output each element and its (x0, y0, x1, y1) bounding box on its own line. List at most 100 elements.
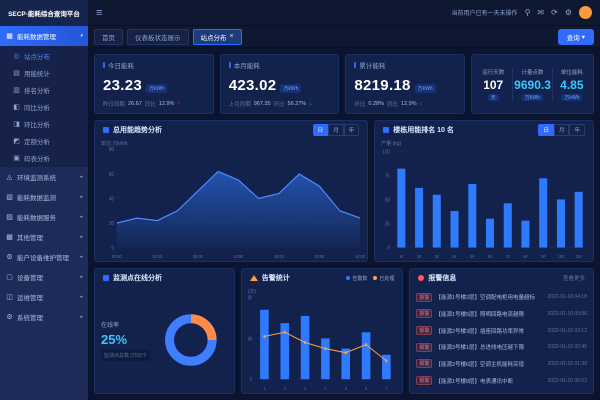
svg-text:80: 80 (109, 147, 114, 153)
online-chart-card: 监测点在线分析 在线率 25% 监测点总数 (753)个 (94, 268, 235, 394)
sidebar-item[interactable]: ▨ 能耗数据服务 ▸ (0, 207, 88, 227)
svg-text:08:00: 08:00 (193, 254, 203, 259)
chevron-icon: ▸ (80, 274, 83, 280)
menu-item-icon: ▨ (6, 214, 13, 221)
svg-text:24:00: 24:00 (355, 254, 365, 259)
alarm-text: 【能源1号楼2层】空调配电柜用电量超标 (435, 295, 536, 302)
svg-text:3#: 3# (435, 254, 440, 259)
refresh-icon[interactable]: ⟳ (551, 8, 558, 17)
foot-key: 昨日同期 (103, 102, 126, 108)
svg-text:50: 50 (385, 197, 390, 203)
unit-badge: 万kWh (561, 93, 583, 101)
sidebar-subitem[interactable]: ▣ 码表分析 (0, 149, 88, 166)
sidebar-subitem[interactable]: ◎ 站点分布 (0, 47, 88, 64)
alarm-row[interactable]: 报警 【能源2号楼3层】插座回路功率异常 2022-01-10 03:12 (416, 326, 587, 336)
chart-icon (103, 127, 109, 133)
stat-card-total: 累计能耗 8219.18 万kWh 环比 0.28% 同比 12.9% ↑ (345, 54, 466, 114)
menu-item-label: 能耗数据监测 (17, 195, 56, 202)
chevron-icon: ▸ (80, 294, 83, 300)
chart-title: 总用能趋势分析 (113, 127, 162, 134)
trend-up-icon: ↑ (419, 101, 423, 107)
query-button-label: 查询 (566, 34, 580, 42)
settings-icon[interactable]: ⚙ (564, 8, 572, 17)
title-mark (354, 62, 357, 68)
svg-text:7#: 7# (506, 254, 511, 259)
card-title: 报警信息 (428, 275, 457, 282)
dashboard-content: 今日能耗 23.23 万kWh 昨日同期 26.67 同比 12.9% ↑ 本月能… (88, 48, 600, 400)
period-toggle: 日 月 年 (538, 124, 585, 136)
alarm-list: 报警 【能源1号楼2层】空调配电柜用电量超标 2022-01-10 04:18 报警【… (410, 287, 593, 393)
alarm-row[interactable]: 报警 【能源1号楼5层】照明回路电流越限 2022-01-10 03:56 (416, 309, 587, 319)
period-toggle: 日 月 年 (312, 124, 360, 136)
menu-item-icon: ◩ (13, 137, 20, 145)
alarm-row[interactable]: 报警 【能源2号楼6层】空调主机能耗突增 2022-01-10 01:30 (416, 359, 587, 369)
menu-item-icon: ◬ (6, 174, 13, 181)
summary-run-days: 运行天数 107 天 (482, 69, 505, 101)
unit-badge: 万kWh (414, 83, 436, 93)
menu-item-label: 码表分析 (24, 155, 50, 163)
main-area: 首页 仪表板状态展示 站点分布 × 查询 ▾ 今日能耗 23.23 万kWh 昨日同期 2… (88, 26, 600, 400)
menu-item-label: 能耗数据服务 (17, 215, 56, 222)
toggle-year[interactable]: 年 (569, 124, 585, 136)
message-icon[interactable]: ✉ (537, 8, 545, 17)
menu-toggle-icon[interactable]: ≡ (96, 6, 103, 19)
tab-item[interactable]: 站点分布 × (192, 28, 242, 45)
alarm-row[interactable]: 报警 【能源1号楼2层】空调配电柜用电量超标 2022-01-10 04:18 (416, 292, 587, 302)
foot-value: 12.9% (158, 101, 175, 107)
sidebar-item[interactable]: ▢ 设备管理 ▸ (0, 267, 88, 287)
sidebar-item[interactable]: ▦ 能耗数据管理 ▾ (0, 26, 88, 46)
sidebar-item[interactable]: ◫ 运维管理 ▸ (0, 287, 88, 307)
alarm-row[interactable]: 报警 【能源1号楼8层】电表通讯中断 2022-01-10 00:52 (416, 376, 587, 386)
alarm-time: 2022-01-10 03:12 (547, 327, 587, 334)
sidebar-item[interactable]: ⚙ 系统管理 ▸ (0, 307, 88, 327)
toggle-month[interactable]: 月 (553, 124, 570, 136)
svg-text:75: 75 (385, 173, 390, 179)
legend-label: 已处理 (379, 275, 395, 282)
query-button[interactable]: 查询 ▾ (557, 28, 594, 45)
sidebar-item[interactable]: ▩ 其他管理 ▸ (0, 227, 88, 247)
toggle-year[interactable]: 年 (343, 124, 360, 136)
tab-item[interactable]: 仪表板状态展示 (127, 28, 189, 45)
legend-dot (373, 275, 378, 280)
alarm-row[interactable]: 报警 【能源3号楼1层】总进线电压越下限 2022-01-10 02:45 (416, 342, 587, 352)
svg-text:04:00: 04:00 (153, 254, 163, 259)
tab-item[interactable]: 首页 (94, 28, 123, 45)
sidebar-subitem[interactable]: ▥ 排名分析 (0, 81, 88, 98)
svg-text:25: 25 (385, 221, 390, 227)
online-note: 监测点总数 (753)个 (101, 349, 151, 361)
toggle-day[interactable]: 日 (538, 124, 554, 136)
svg-text:11#: 11# (576, 254, 583, 259)
toggle-day[interactable]: 日 (312, 124, 329, 136)
sidebar-subitem[interactable]: ◩ 定额分析 (0, 132, 88, 149)
sidebar-item[interactable]: ▧ 能耗数据监测 ▸ (0, 187, 88, 207)
sidebar-item[interactable]: ◬ 环境监测系统 ▸ (0, 167, 88, 187)
sidebar-item[interactable]: ⚙ 能户设备维护管理 ▸ (0, 247, 88, 267)
stat-card-today: 今日能耗 23.23 万kWh 昨日同期 26.67 同比 12.9% ↑ (94, 54, 214, 114)
svg-text:100: 100 (383, 149, 391, 155)
toggle-month[interactable]: 月 (328, 124, 344, 136)
menu-item-label: 站点分布 (24, 53, 50, 61)
menu-item-icon: ▩ (6, 234, 13, 241)
svg-text:60: 60 (109, 172, 114, 178)
online-rate-value: 25% (101, 331, 128, 347)
top-header: SECP-能耗综合查询平台 ≡ 当前用户已有一天未操作 ⚲ ✉ ⟳ ⚙ (0, 0, 600, 26)
menu-item-icon: ◨ (13, 120, 20, 128)
search-icon[interactable]: ⚲ (524, 8, 531, 17)
sidebar-subitem[interactable]: ◨ 环比分析 (0, 115, 88, 132)
chevron-icon: ▸ (80, 174, 83, 180)
sidebar-subitem[interactable]: ◧ 同比分析 (0, 98, 88, 115)
avatar[interactable] (579, 6, 592, 19)
svg-text:5#: 5# (470, 254, 475, 259)
title-mark (228, 62, 231, 68)
foot-key: 环比 (273, 102, 285, 108)
view-more-link[interactable]: 查看更多 (562, 276, 585, 282)
svg-text:1#: 1# (399, 254, 404, 259)
chart-icon (383, 127, 390, 133)
legend-label: 告警数 (352, 275, 368, 282)
menu-item-icon: ▧ (6, 194, 13, 201)
chart-title: 监测点在线分析 (113, 275, 162, 282)
sidebar-subitem[interactable]: ▤ 用能统计 (0, 64, 88, 81)
alarm-time: 2022-01-10 01:30 (547, 360, 587, 367)
svg-text:0: 0 (112, 245, 115, 251)
close-icon[interactable]: × (229, 33, 234, 40)
